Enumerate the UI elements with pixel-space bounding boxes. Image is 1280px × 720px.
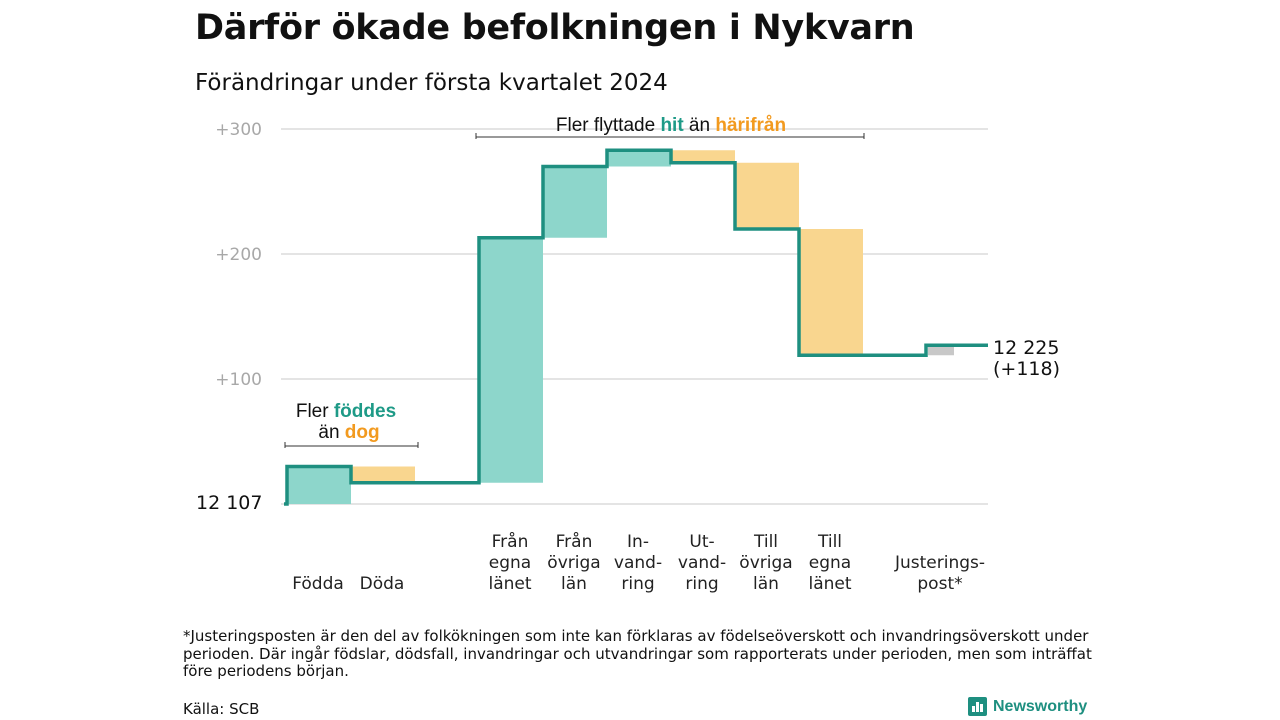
births-annotation: Fler föddes bbox=[296, 401, 396, 422]
category-label: In- bbox=[627, 532, 649, 552]
bar-chart-icon bbox=[968, 697, 987, 716]
category-label: Ut- bbox=[689, 532, 714, 552]
source-note: Källa: SCB bbox=[183, 700, 260, 718]
waterfall-bar bbox=[671, 150, 735, 163]
migration-annotation: Fler flyttade hit än härifrån bbox=[556, 115, 786, 136]
cumulative-step-line bbox=[284, 148, 988, 506]
y-tick-label: +200 bbox=[215, 245, 262, 265]
category-label: Till bbox=[817, 532, 842, 552]
category-label: län bbox=[753, 574, 779, 594]
waterfall-bar bbox=[799, 229, 863, 356]
waterfall-bar bbox=[479, 237, 543, 483]
category-label: post* bbox=[917, 574, 962, 594]
category-label: Från bbox=[492, 531, 529, 552]
category-label: län bbox=[561, 574, 587, 594]
category-label: vand- bbox=[678, 553, 726, 573]
migration-bracket bbox=[475, 133, 865, 139]
waterfall-bar bbox=[543, 166, 607, 238]
brand-name: Newsworthy bbox=[993, 697, 1088, 715]
chart-subtitle: Förändringar under första kvartalet 2024 bbox=[195, 70, 668, 96]
start-value-label: 12 107 bbox=[196, 492, 262, 514]
newsworthy-logo[interactable]: Newsworthy bbox=[968, 697, 1087, 716]
category-label: länet bbox=[808, 574, 851, 594]
category-label: egna bbox=[809, 553, 851, 573]
deaths-annotation: än dog bbox=[318, 422, 379, 443]
waterfall-bar bbox=[287, 466, 351, 504]
waterfall-bar bbox=[735, 162, 799, 229]
category-label: övriga bbox=[739, 553, 792, 573]
net-change-label: (+118) bbox=[993, 358, 1060, 380]
chart-title: Därför ökade befolkningen i Nykvarn bbox=[195, 8, 915, 48]
births-bracket bbox=[284, 442, 419, 448]
category-label: länet bbox=[488, 574, 531, 594]
end-value-label: 12 225 bbox=[993, 337, 1059, 359]
waterfall-bar bbox=[928, 345, 954, 356]
category-label: Döda bbox=[360, 574, 405, 594]
category-label: ring bbox=[685, 574, 718, 594]
y-tick-label: +300 bbox=[215, 120, 262, 140]
category-label: Födda bbox=[292, 574, 344, 594]
y-tick-label: +100 bbox=[215, 370, 262, 390]
category-label: Från bbox=[556, 531, 593, 552]
footnote: *Justeringsposten är den del av folkökni… bbox=[183, 627, 1092, 680]
category-label: egna bbox=[489, 553, 531, 573]
category-label: vand- bbox=[614, 553, 662, 573]
category-label: Till bbox=[753, 532, 778, 552]
category-label: ring bbox=[621, 574, 654, 594]
waterfall-bar bbox=[351, 466, 415, 483]
waterfall-bar bbox=[607, 150, 671, 167]
category-label: övriga bbox=[547, 553, 600, 573]
category-label: Justerings- bbox=[894, 553, 985, 573]
